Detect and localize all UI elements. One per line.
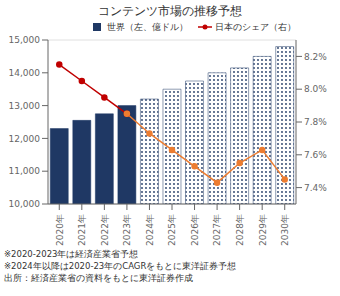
svg-text:8.2%: 8.2% (304, 52, 327, 62)
html-text:日本のシェア（右）: 日本のシェア（右） (215, 21, 296, 32)
svg-text:2021年: 2021年 (77, 214, 87, 246)
svg-text:7.6%: 7.6% (304, 150, 327, 160)
svg-text:7.8%: 7.8% (304, 117, 327, 127)
svg-text:12,000: 12,000 (9, 134, 41, 144)
svg-text:11,000: 11,000 (9, 166, 41, 176)
svg-text:13,000: 13,000 (9, 101, 41, 111)
html-text:出所：経済産業省の資料をもとに東洋証券作成: 出所：経済産業省の資料をもとに東洋証券作成 (4, 273, 193, 283)
svg-text:2022年: 2022年 (100, 214, 110, 246)
svg-text:2023年: 2023年 (122, 214, 132, 246)
svg-text:2020年: 2020年 (55, 214, 65, 246)
svg-text:15,000: 15,000 (9, 35, 41, 45)
svg-text:2024年: 2024年 (145, 214, 155, 246)
svg-text:2027年: 2027年 (212, 214, 222, 246)
svg-text:2028年: 2028年 (235, 214, 245, 246)
svg-text:8.0%: 8.0% (304, 84, 327, 94)
html-text:世界（左、億ドル）: 世界（左、億ドル） (107, 21, 188, 32)
html-text:コンテンツ市場の推移予想: コンテンツ市場の推移予想 (98, 4, 242, 18)
html-text:※2024年以降は2020-23年のCAGRをもとに東洋証券: ※2024年以降は2020-23年のCAGRをもとに東洋証券予想 (4, 261, 237, 271)
svg-text:2026年: 2026年 (190, 214, 200, 246)
svg-text:2030年: 2030年 (280, 214, 290, 246)
svg-text:14,000: 14,000 (9, 68, 41, 78)
svg-text:2025年: 2025年 (167, 214, 177, 246)
svg-text:10,000: 10,000 (9, 199, 41, 209)
svg-text:2029年: 2029年 (258, 214, 268, 246)
html-text:※2020-2023年は経済産業省予想: ※2020-2023年は経済産業省予想 (4, 249, 139, 259)
svg-text:7.4%: 7.4% (304, 183, 327, 193)
